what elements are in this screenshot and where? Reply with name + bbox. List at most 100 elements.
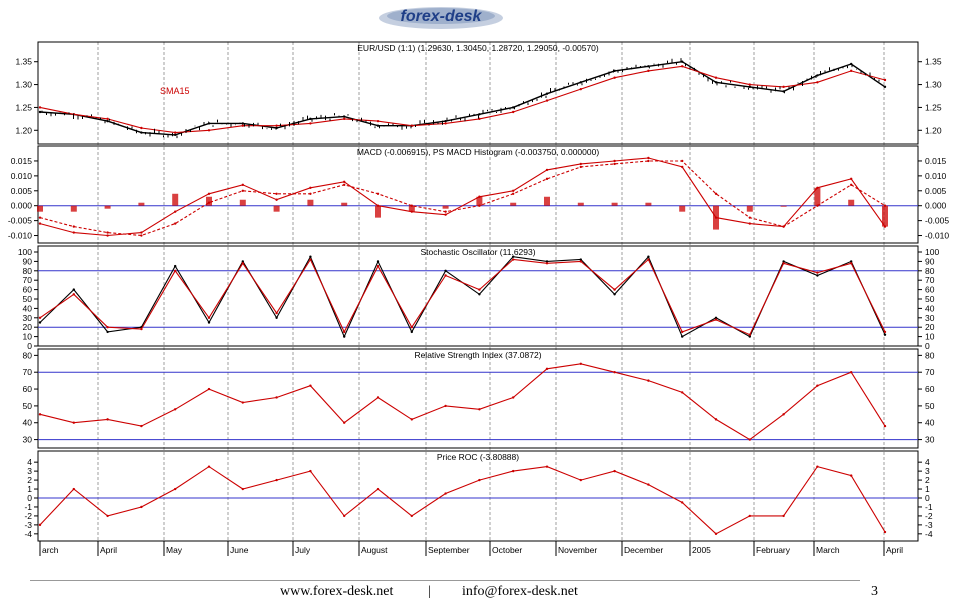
-d-point <box>72 293 76 296</box>
signal-point <box>275 192 278 195</box>
roc-point <box>714 532 718 536</box>
-k-point <box>309 255 312 258</box>
signal-point <box>816 204 819 207</box>
-k-point <box>207 321 211 324</box>
roc-point <box>444 492 447 495</box>
roc-point <box>512 469 515 473</box>
-k-point <box>647 255 650 258</box>
signal-point <box>579 165 582 169</box>
y-tick-label-left: -0.010 <box>8 231 32 241</box>
y-tick-label-left: -2 <box>24 511 32 521</box>
price-point <box>748 85 751 89</box>
panel-frame <box>37 450 919 542</box>
roc-point <box>816 465 819 468</box>
panel-frame <box>37 41 919 145</box>
y-tick-label-left: 1.35 <box>15 57 32 67</box>
y-tick-label-right: 0 <box>925 341 930 351</box>
y-tick-label-left: 1 <box>27 484 32 494</box>
footer-email-link[interactable]: info@forex-desk.net <box>462 584 578 599</box>
macd-point <box>207 192 211 195</box>
macd-point <box>681 165 684 169</box>
rsi-point <box>343 421 346 424</box>
month-label: April <box>100 545 117 555</box>
sma15-line <box>39 65 886 134</box>
price-line <box>39 60 886 136</box>
month-label: arch <box>42 545 59 555</box>
signal-point <box>38 216 42 219</box>
y-tick-label-right: 2 <box>925 475 930 485</box>
-d-point <box>816 271 819 274</box>
signal-point <box>309 192 312 195</box>
macd-point <box>376 204 380 207</box>
-k-point <box>72 288 76 291</box>
y-tick-label-right: 0.000 <box>925 201 947 211</box>
macd-point <box>714 216 718 219</box>
footer-website-link[interactable]: www.forex-desk.net <box>280 584 394 599</box>
-k-point <box>579 258 582 261</box>
month-label: June <box>230 545 249 555</box>
roc-point <box>106 514 109 518</box>
-k-point <box>38 321 42 324</box>
signal-point <box>106 231 109 234</box>
-k-point <box>410 330 413 334</box>
macd-point <box>309 186 312 190</box>
macd-histogram-bar <box>645 202 652 206</box>
y-tick-label-right: 60 <box>925 285 935 295</box>
-k-point <box>478 293 481 296</box>
rsi-point <box>309 384 312 387</box>
sma15-point <box>207 129 211 132</box>
month-label: July <box>295 545 311 555</box>
y-tick-label-left: -3 <box>24 520 32 530</box>
macd-point <box>545 168 549 172</box>
-d-point <box>309 258 312 261</box>
price-point <box>478 113 481 116</box>
y-tick-label-left: 60 <box>23 285 33 295</box>
month-label: March <box>816 545 840 555</box>
y-tick-label-left: 0.005 <box>11 186 33 196</box>
rsi-point <box>140 424 143 428</box>
y-tick-label-left: 40 <box>23 303 33 313</box>
-d-point <box>444 274 447 277</box>
macd-point <box>579 162 582 166</box>
signal-point <box>613 162 616 166</box>
-d-point <box>275 311 278 315</box>
page-number: 3 <box>871 584 878 599</box>
sma15-point <box>376 119 380 123</box>
-k-point <box>376 260 380 263</box>
-k-point <box>174 264 177 268</box>
sma15-label: SMA15 <box>160 86 190 96</box>
roc-point <box>376 487 380 491</box>
y-tick-label-left: -4 <box>24 529 32 539</box>
panel-title: Relative Strength Index (37.0872) <box>414 350 541 360</box>
y-tick-label-right: 1.25 <box>925 102 942 112</box>
macd-point <box>850 177 853 181</box>
rsi-point <box>545 367 549 371</box>
rsi-point <box>174 408 177 411</box>
y-tick-label-left: 80 <box>23 266 33 276</box>
sma15-point <box>275 124 278 127</box>
sma15-point <box>343 117 346 121</box>
price-point <box>207 122 211 125</box>
roc-point <box>478 478 481 482</box>
roc-point <box>748 514 751 518</box>
-k-line <box>39 255 886 338</box>
panel-title: Price ROC (-3.80888) <box>437 452 519 462</box>
signal-point <box>714 192 718 195</box>
macd-histogram-bar <box>239 199 246 206</box>
roc-point <box>72 487 76 491</box>
roc-point <box>782 514 785 518</box>
-k-point <box>241 260 244 263</box>
signal-point <box>681 159 684 163</box>
y-tick-label-left: 40 <box>23 418 33 428</box>
macd-histogram-bar <box>679 205 686 212</box>
y-tick-label-right: 30 <box>925 313 935 323</box>
rsi-point <box>241 401 244 404</box>
y-tick-label-right: 50 <box>925 294 935 304</box>
month-label: August <box>361 545 388 555</box>
signal-point <box>850 183 853 187</box>
macd-histogram-bar <box>442 205 449 209</box>
signal-point <box>883 204 887 207</box>
-d-point <box>376 264 380 268</box>
y-tick-label-left: 10 <box>23 332 33 342</box>
macd-point <box>647 156 650 160</box>
